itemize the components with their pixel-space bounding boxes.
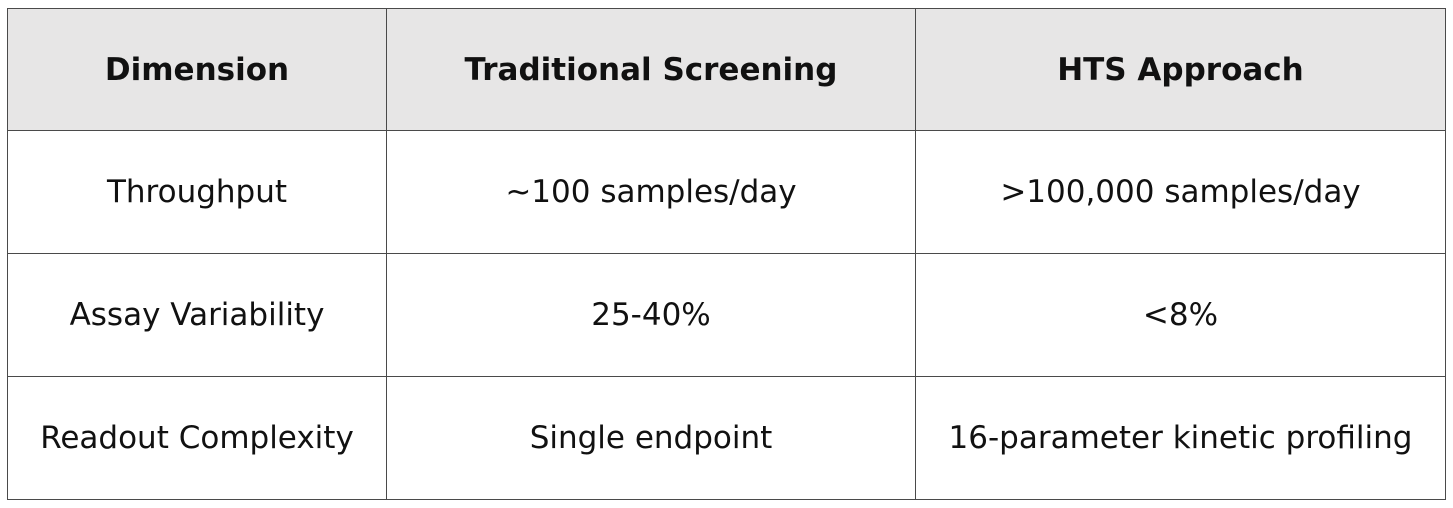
table-row: Throughput ~100 samples/day >100,000 sam… [7, 130, 1446, 254]
comparison-table-container: Dimension Traditional Screening HTS Appr… [7, 8, 1446, 500]
cell-traditional-variability: 25-40% [386, 253, 916, 377]
header-hts-approach: HTS Approach [915, 8, 1446, 131]
header-traditional-screening: Traditional Screening [386, 8, 916, 131]
comparison-table: Dimension Traditional Screening HTS Appr… [7, 8, 1446, 500]
table-row: Assay Variability 25-40% <8% [7, 253, 1446, 377]
cell-traditional-throughput: ~100 samples/day [386, 130, 916, 254]
row-label-throughput: Throughput [7, 130, 387, 254]
row-label-assay-variability: Assay Variability [7, 253, 387, 377]
row-label-readout-complexity: Readout Complexity [7, 376, 387, 500]
cell-hts-throughput: >100,000 samples/day [915, 130, 1446, 254]
table-header-row: Dimension Traditional Screening HTS Appr… [7, 8, 1446, 131]
cell-hts-readout: 16-parameter kinetic profiling [915, 376, 1446, 500]
table-row: Readout Complexity Single endpoint 16-pa… [7, 376, 1446, 500]
cell-traditional-readout: Single endpoint [386, 376, 916, 500]
cell-hts-variability: <8% [915, 253, 1446, 377]
header-dimension: Dimension [7, 8, 387, 131]
